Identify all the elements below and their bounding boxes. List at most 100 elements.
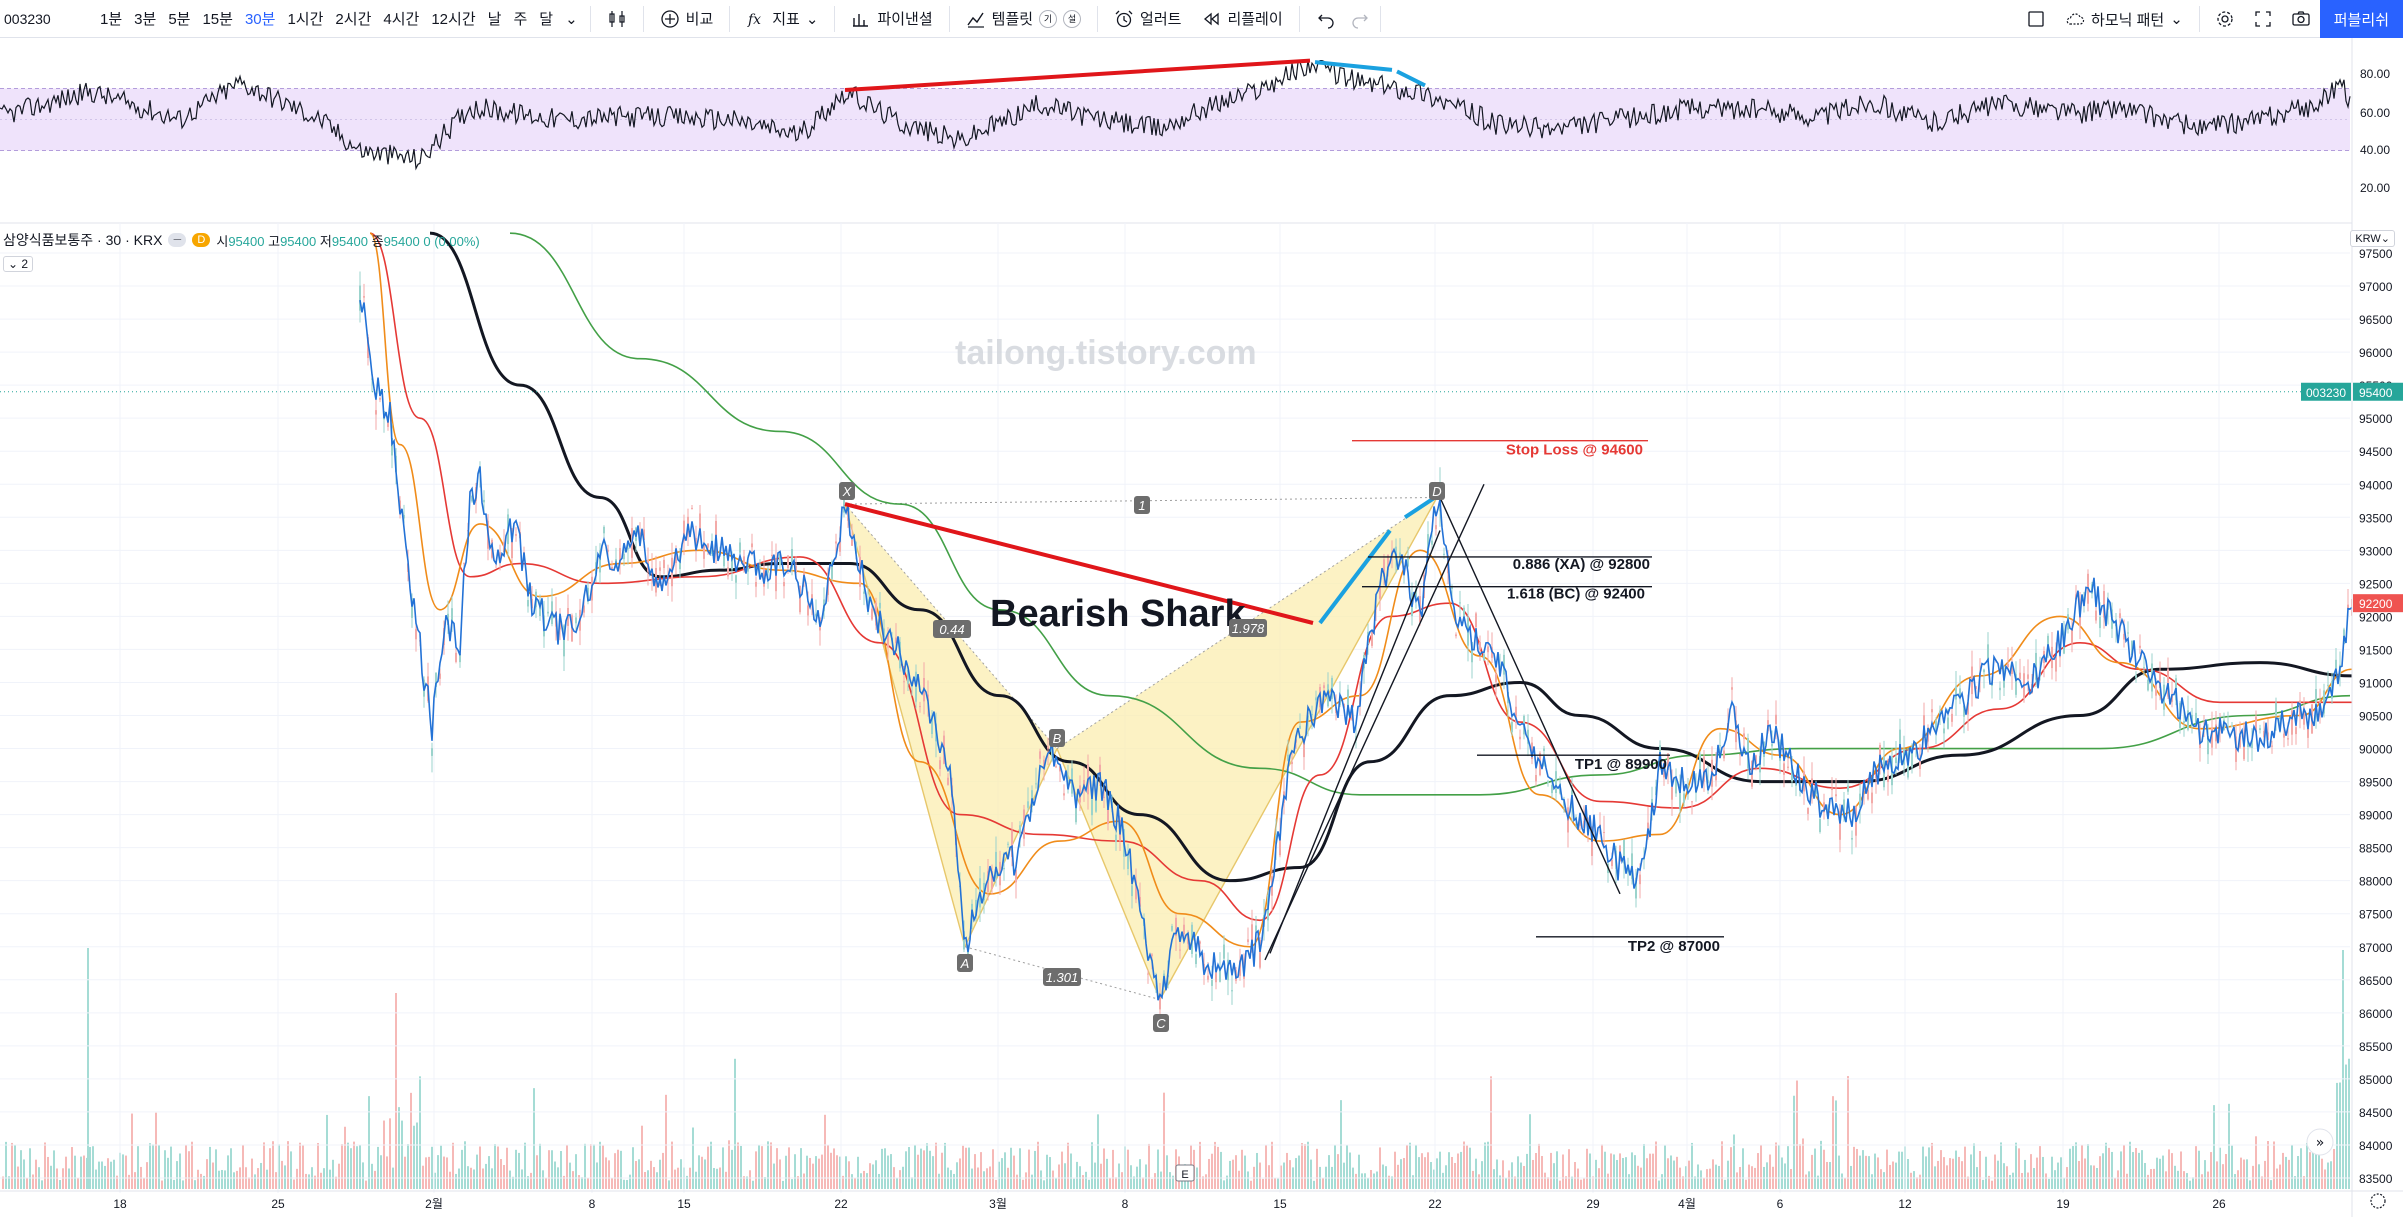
volume-bar: [1673, 1160, 1675, 1189]
volume-bar: [1487, 1141, 1489, 1189]
tf-2h[interactable]: 2시간: [335, 11, 372, 28]
currency-select[interactable]: KRW⌄: [2350, 230, 2395, 247]
templates-button[interactable]: 템플릿 기 설: [956, 0, 1091, 38]
volume-bar: [2060, 1157, 2062, 1189]
volume-bar: [1316, 1148, 1318, 1189]
volume-bar: [587, 1178, 589, 1189]
alert-button[interactable]: 얼러트: [1104, 0, 1191, 38]
tf-1h[interactable]: 1시간: [287, 11, 324, 28]
candle-body: [2135, 675, 2137, 678]
ratio-ab: 1.301: [1046, 970, 1079, 985]
volume-bar: [641, 1125, 643, 1189]
compare-button[interactable]: 비교: [650, 0, 724, 38]
tf-1m[interactable]: 1분: [100, 11, 123, 28]
candle-body: [2267, 732, 2269, 740]
harmonic-pattern-button[interactable]: 하모닉 패턴 ⌄: [2055, 0, 2193, 38]
volume-bar: [1790, 1168, 1792, 1189]
symbol-search[interactable]: 003230: [4, 10, 51, 27]
chevron-down-icon[interactable]: ⌄: [565, 10, 578, 28]
candle-body: [2263, 730, 2265, 738]
volume-bar: [2048, 1178, 2050, 1189]
volume-bar: [365, 1180, 367, 1189]
divider: [1097, 5, 1099, 32]
series-legend: 삼양식품보통주 · 30 · KRX ⏤ D 시95400 고95400 저95…: [3, 230, 480, 250]
volume-bar: [1937, 1160, 1939, 1189]
camera-icon: [2292, 11, 2310, 26]
volume-bar: [1010, 1147, 1012, 1189]
chart-type-button[interactable]: [597, 0, 637, 38]
volume-bar: [1484, 1142, 1486, 1189]
volume-bar: [1805, 1174, 1807, 1189]
volume-bar: [203, 1175, 205, 1189]
volume-bar: [20, 1150, 22, 1189]
volume-bar: [905, 1151, 907, 1189]
snapshot-button[interactable]: [2282, 0, 2320, 38]
candle-body: [771, 554, 773, 557]
tf-12h[interactable]: 12시간: [431, 11, 476, 28]
volume-bar: [1064, 1163, 1066, 1189]
tf-15m[interactable]: 15분: [202, 11, 233, 28]
tf-day[interactable]: 날: [487, 11, 502, 28]
volume-bar: [1043, 1180, 1045, 1189]
point-a: A: [960, 956, 970, 971]
volume-bar: [938, 1173, 940, 1189]
settings-button[interactable]: [2206, 0, 2244, 38]
volume-bar: [218, 1170, 220, 1189]
tf-month[interactable]: 달: [539, 11, 554, 28]
volume-bar: [209, 1146, 211, 1189]
candle-body: [903, 681, 905, 683]
replay-button[interactable]: 리플레이: [1191, 0, 1292, 38]
volume-bar: [1757, 1153, 1759, 1189]
layout-select-button[interactable]: [2017, 0, 2055, 38]
volume-bar: [290, 1151, 292, 1189]
volume-bar: [974, 1154, 976, 1189]
eye-toggle[interactable]: ⏤: [168, 233, 187, 247]
layout-icon[interactable]: 설: [1063, 9, 1082, 28]
candle-body: [1771, 743, 1773, 747]
candle-body: [1975, 686, 1977, 689]
candle-body: [439, 673, 441, 679]
undo-button[interactable]: [1306, 0, 1346, 38]
financials-button[interactable]: 파이낸셜: [841, 0, 942, 38]
chart-canvas[interactable]: tailong.tistory.com Bearish Shark Stop Los…: [0, 38, 2403, 1217]
candle-body: [2347, 604, 2349, 610]
time-tick: 29: [1586, 1197, 1600, 1211]
tf-week[interactable]: 주: [513, 11, 528, 28]
candle-body: [1211, 979, 1213, 986]
volume-bar: [2324, 1169, 2326, 1189]
indicators-button[interactable]: fx 지표 ⌄: [736, 0, 828, 38]
tf-5m[interactable]: 5분: [168, 11, 191, 28]
volume-bar: [935, 1142, 937, 1189]
candle-body: [975, 899, 977, 916]
tf-3m[interactable]: 3분: [134, 11, 157, 28]
tf-4h[interactable]: 4시간: [383, 11, 420, 28]
fullscreen-button[interactable]: [2244, 0, 2282, 38]
volume-bar: [2264, 1160, 2266, 1189]
candle-body: [1255, 925, 1257, 932]
tp2-label: TP2 @ 87000: [1628, 938, 1720, 955]
redo-button[interactable]: [1346, 0, 1374, 38]
candle-body: [483, 499, 485, 503]
volume-bar: [1028, 1149, 1030, 1189]
price-tick: 96500: [2359, 313, 2393, 327]
volume-bar: [248, 1177, 250, 1189]
tf-30m[interactable]: 30분: [244, 11, 276, 28]
price-tick: 94500: [2359, 445, 2393, 459]
candle-body: [1131, 885, 1133, 897]
layout-icon[interactable]: 기: [1039, 9, 1058, 28]
volume-bar: [1490, 1076, 1492, 1189]
volume-bar: [164, 1150, 166, 1189]
candle-body: [2123, 633, 2125, 640]
volume-bar: [896, 1178, 898, 1189]
publish-button[interactable]: 퍼블리쉬: [2319, 0, 2403, 38]
volume-bar: [2225, 1154, 2227, 1189]
volume-bar: [872, 1164, 874, 1189]
volume-bar: [1166, 1155, 1168, 1189]
candle-body: [2279, 718, 2281, 720]
volume-bar: [479, 1146, 481, 1189]
symbol-name[interactable]: 삼양식품보통주 · 30 · KRX: [3, 232, 163, 248]
volume-bar: [803, 1173, 805, 1189]
volume-bar: [644, 1172, 646, 1189]
collapse-legend-button[interactable]: ⌄ 2: [3, 256, 34, 272]
volume-bar: [1880, 1169, 1882, 1189]
